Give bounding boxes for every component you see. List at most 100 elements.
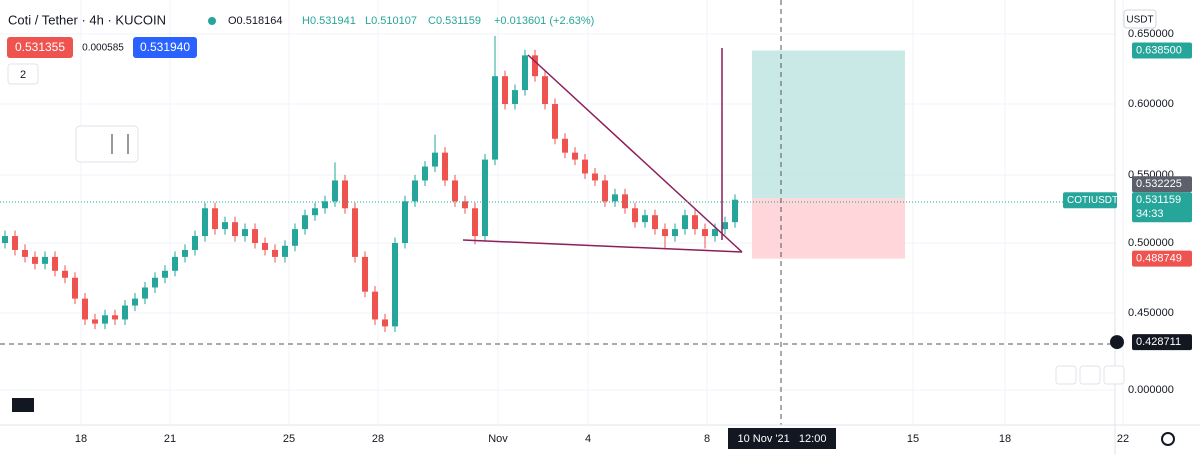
candle-body — [392, 243, 398, 327]
candle-body — [132, 298, 138, 306]
buy-button[interactable] — [133, 37, 197, 58]
candle-body — [412, 180, 418, 202]
candle-body — [122, 305, 128, 320]
price-tick-label: 0.000000 — [1128, 384, 1174, 396]
candle-body — [462, 201, 468, 209]
candle-body — [642, 215, 648, 223]
candle-body — [622, 194, 628, 209]
candle-body — [82, 298, 88, 320]
candle-body — [482, 159, 488, 237]
candle-body — [272, 249, 278, 257]
price-tick-label: 0.500000 — [1128, 237, 1174, 249]
candle-body — [372, 291, 378, 320]
ohlc-high: H0.531941 — [302, 15, 356, 27]
candle-body — [652, 215, 658, 230]
change: +0.013601 (+2.63%) — [494, 15, 594, 27]
candle-body — [2, 236, 8, 243]
candle-body — [22, 249, 28, 257]
candle-body — [692, 215, 698, 230]
candle-body — [342, 180, 348, 209]
trend-line[interactable] — [527, 54, 743, 253]
buy-price[interactable]: 0.531940 — [140, 40, 190, 54]
indicator-toggle[interactable] — [7, 63, 39, 85]
candle-body — [102, 315, 108, 324]
candle-body — [352, 208, 358, 257]
candle-body — [472, 208, 478, 237]
currency-box[interactable] — [1123, 9, 1157, 29]
crosshair-price-box — [1132, 334, 1192, 351]
candle-body — [32, 256, 38, 264]
candle-body — [512, 90, 518, 104]
candle-body — [202, 208, 208, 237]
stop-price-box — [1132, 250, 1192, 267]
candle-body — [152, 277, 158, 288]
time-tick-label: 15 — [907, 433, 919, 445]
price-labels: 0.638500 0.532225 0.531159 34:33 COTIUSDT 0.4… — [1063, 42, 1192, 351]
sell-price[interactable]: 0.531355 — [15, 40, 65, 54]
time-tick-label: 8 — [704, 433, 710, 445]
candle-body — [402, 201, 408, 243]
candle-body — [332, 180, 338, 202]
candle-body — [212, 208, 218, 230]
candle-body — [422, 166, 428, 181]
price-ticks: 0.6500000.6000000.5500000.5000000.450000… — [1128, 28, 1174, 396]
time-tick-label: Nov — [488, 433, 508, 445]
entry-price: 0.532225 — [1136, 178, 1182, 190]
candle-body — [522, 55, 528, 91]
crosshair-price: 0.428711 — [1136, 336, 1181, 348]
candle-body — [312, 208, 318, 216]
candle-body — [382, 319, 388, 327]
candle-body — [62, 270, 68, 278]
candle-body — [452, 180, 458, 202]
loss-zone[interactable] — [752, 198, 905, 259]
sell-button[interactable] — [7, 37, 73, 58]
logo[interactable] — [12, 398, 34, 412]
candle-body — [42, 256, 48, 264]
candle-body — [192, 236, 198, 250]
candle-body — [112, 315, 118, 320]
target-price-box — [1132, 42, 1192, 59]
candle-body — [72, 277, 78, 299]
status-dot — [208, 17, 216, 25]
symbol-box — [1063, 192, 1117, 209]
ohlc-low: L0.510107 — [365, 15, 417, 27]
scroll-up-button[interactable] — [1055, 365, 1077, 385]
countdown: 34:33 — [1136, 208, 1164, 220]
candle-body — [432, 152, 438, 167]
candle-body — [662, 229, 668, 237]
candle-body — [12, 236, 18, 250]
candle-body — [222, 222, 228, 230]
profit-zone[interactable] — [752, 50, 905, 199]
reset-button[interactable] — [1103, 365, 1125, 385]
candle-body — [602, 180, 608, 202]
candle-body — [232, 222, 238, 237]
candle-body — [532, 55, 538, 77]
candle-body — [542, 76, 548, 104]
symbol[interactable]: Coti / Tether · 4h · KUCOIN — [8, 12, 166, 27]
candle-body — [292, 229, 298, 246]
candle-body — [142, 287, 148, 299]
time-tick-label: 28 — [372, 433, 384, 445]
indicator-count[interactable]: 2 — [20, 69, 26, 81]
candle-body — [592, 173, 598, 181]
crosshair-time: 10 Nov '21 12:00 — [738, 433, 827, 445]
stop-price: 0.488749 — [1136, 253, 1182, 265]
crosshair-time-box — [728, 428, 836, 449]
candle-body — [242, 229, 248, 237]
currency[interactable]: USDT — [1126, 15, 1153, 26]
target-price: 0.638500 — [1136, 44, 1182, 56]
trend-line[interactable] — [462, 239, 743, 253]
settings-button[interactable] — [1161, 432, 1175, 446]
close-button[interactable] — [1079, 365, 1101, 385]
spread: 0.000585 — [82, 43, 124, 54]
price-tick-label: 0.600000 — [1128, 98, 1174, 110]
drawing-toolbar[interactable] — [75, 125, 139, 163]
add-alert-button[interactable] — [1110, 335, 1124, 350]
entry-price-box — [1132, 176, 1192, 193]
candle-body — [492, 76, 498, 160]
time-tick-label: 18 — [75, 433, 87, 445]
long-position[interactable] — [752, 50, 905, 259]
candle-body — [582, 159, 588, 174]
candle-body — [172, 256, 178, 271]
